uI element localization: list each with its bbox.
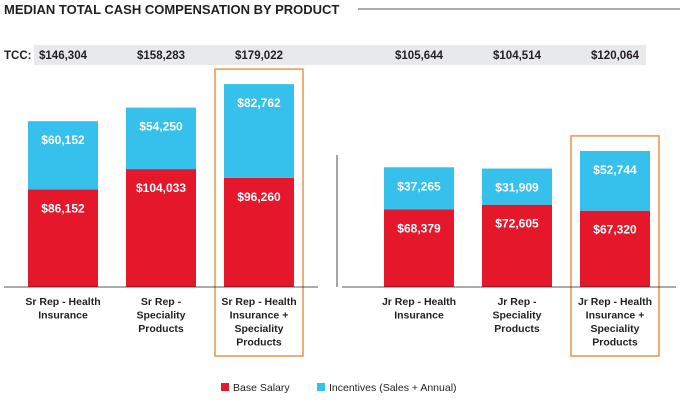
legend-label-incentives: Incentives (Sales + Annual) [329, 382, 457, 394]
data-label-base-salary: $72,605 [495, 217, 539, 231]
data-label-base-salary: $86,152 [41, 201, 85, 215]
bar-incentives [482, 168, 552, 205]
tcc-value: $105,644 [395, 50, 444, 62]
highlight-frame [570, 135, 660, 357]
category-label-sr-rep-speciality-products: Sr Rep -Speciality Products [136, 296, 185, 335]
data-label-incentives: $60,152 [41, 133, 85, 147]
tcc-value: $146,304 [39, 50, 88, 62]
bar-incentives [126, 107, 196, 170]
data-label-base-salary: $68,379 [397, 222, 441, 236]
data-label-base-salary: $104,033 [136, 181, 186, 195]
legend-swatch-base-salary [221, 383, 229, 391]
bar-base-salary [580, 210, 650, 287]
data-label-incentives: $82,762 [237, 96, 281, 110]
bar-incentives [28, 121, 98, 190]
data-label-base-salary: $67,320 [593, 223, 637, 237]
category-label-sr-rep-health-insurance: Sr Rep - Health Insurance [25, 296, 100, 322]
tcc-band [34, 45, 646, 65]
tcc-value: $158,283 [137, 50, 185, 62]
legend: Base Salary Incentives (Sales + Annual) [221, 382, 457, 394]
category-label-jr-rep-speciality-products: Jr Rep -Speciality Products [492, 296, 541, 335]
category-label-jr-rep-health-insurance-speciality-products: Jr Rep - Health Insurance + Speciality Prod… [578, 296, 652, 349]
chart-title: MEDIAN TOTAL CASH COMPENSATION BY PRODUC… [4, 2, 339, 17]
highlight-frame [214, 68, 304, 357]
tcc-value: $179,022 [235, 50, 283, 62]
data-label-incentives: $37,265 [397, 179, 441, 193]
tcc-label: TCC: [4, 50, 31, 62]
legend-label-base-salary: Base Salary [233, 382, 290, 394]
data-label-incentives: $52,744 [593, 163, 637, 177]
bar-incentives [224, 84, 294, 178]
bar-base-salary [384, 209, 454, 287]
bar-base-salary [224, 177, 294, 287]
bar-base-salary [126, 169, 196, 287]
legend-swatch-incentives [317, 383, 325, 391]
bar-incentives [384, 167, 454, 210]
bar-base-salary [28, 189, 98, 287]
bar-base-salary [482, 204, 552, 287]
data-label-incentives: $54,250 [139, 120, 183, 134]
data-label-base-salary: $96,260 [237, 190, 281, 204]
chart-marks: $146,304 $86,152 $60,152 Sr Rep - Health Ins… [25, 50, 660, 357]
tcc-value: $120,064 [591, 50, 640, 62]
data-label-incentives: $31,909 [495, 181, 539, 195]
bar-incentives [580, 150, 650, 211]
category-label-jr-rep-health-insurance: Jr Rep - Health Insurance [382, 296, 456, 322]
tcc-value: $104,514 [493, 50, 542, 62]
category-label-sr-rep-health-insurance-speciality-products: Sr Rep - Health Insurance + Speciality Prod… [221, 296, 296, 349]
